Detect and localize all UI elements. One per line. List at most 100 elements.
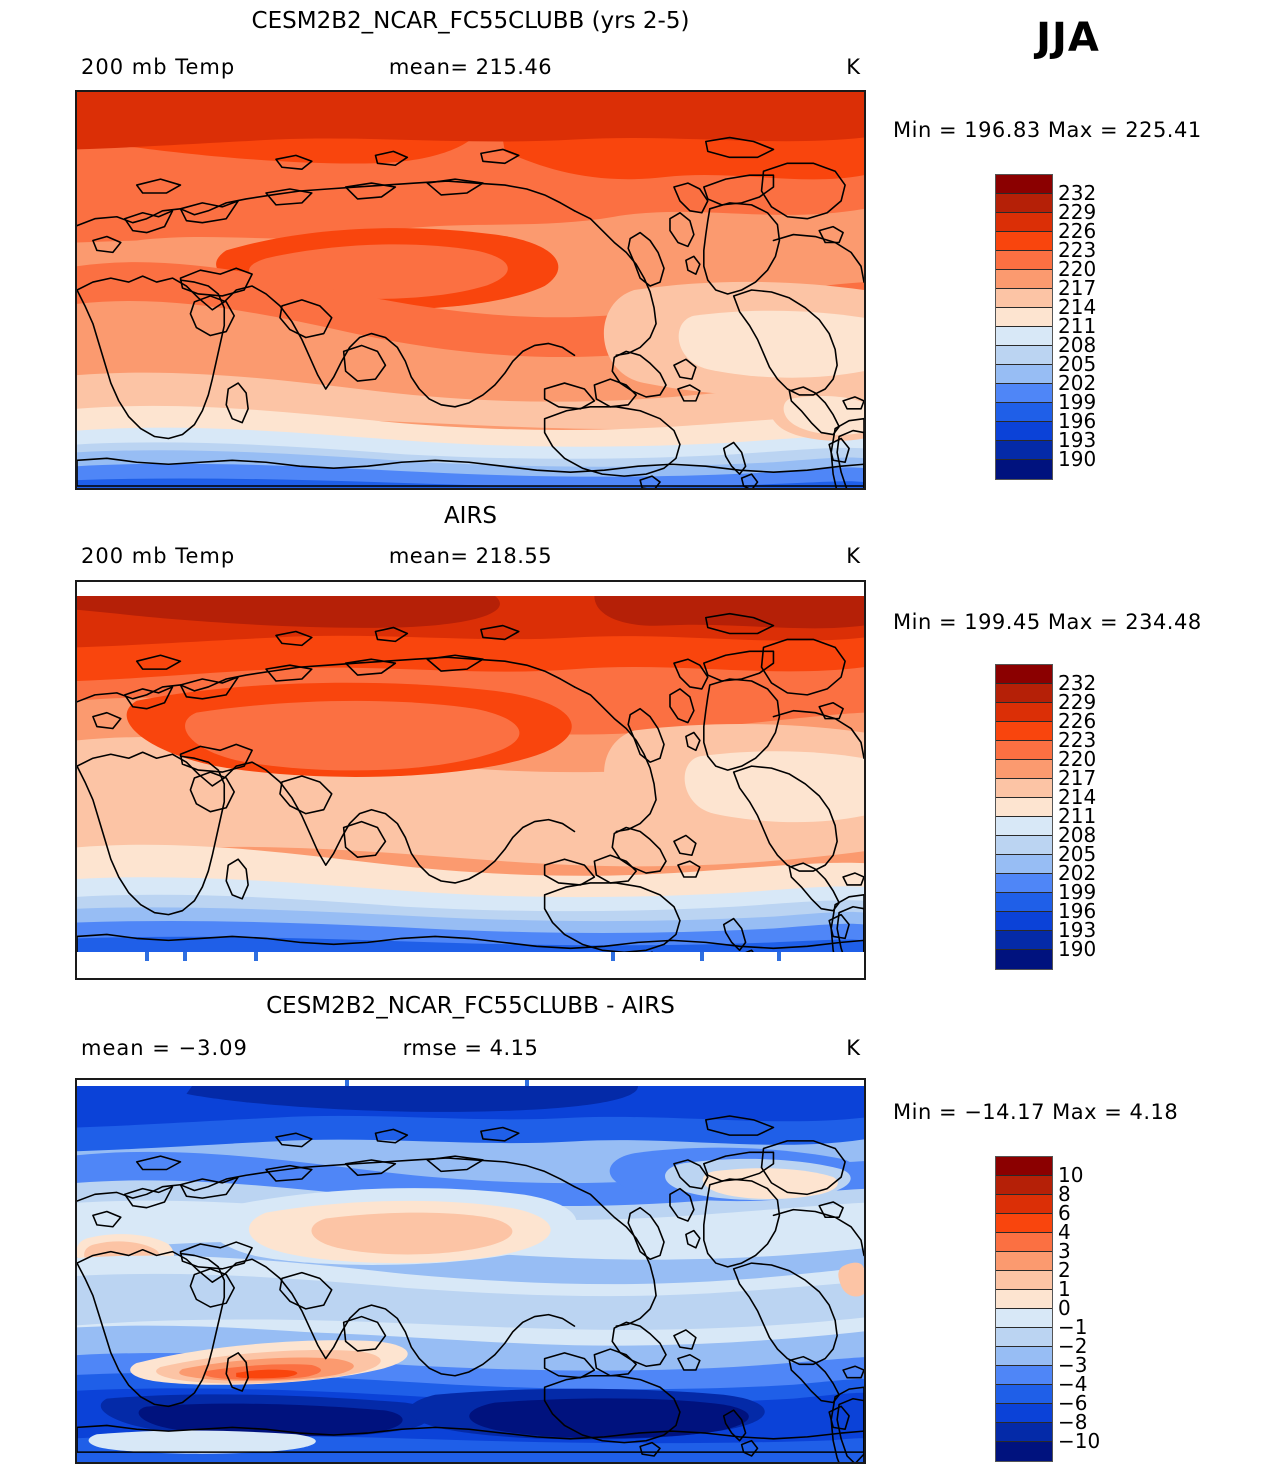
colorbar-cell: [996, 893, 1052, 912]
colorbar-cell: [996, 441, 1052, 460]
colorbar-obs-minmax: Min = 199.45 Max = 234.48: [893, 610, 1202, 634]
colorbar-tick-label: −10: [1058, 1429, 1101, 1453]
colorbar-tick-label: −4: [1058, 1372, 1088, 1396]
map-obs-canvas: [77, 582, 864, 978]
colorbar-cell: [996, 251, 1052, 270]
colorbar-cell: [996, 1442, 1052, 1461]
colorbar-cell: [996, 346, 1052, 365]
map-obs-bottom-strip: [77, 952, 864, 978]
colorbar-cell: [996, 779, 1052, 798]
map-difference-top-strip: [77, 1080, 864, 1086]
colorbar-cell: [996, 403, 1052, 422]
colorbar-tick-label: 202: [1058, 371, 1097, 395]
colorbar-cell: [996, 308, 1052, 327]
map-difference[interactable]: [75, 1078, 866, 1464]
panel-difference-mean: mean = −3.09: [81, 1036, 248, 1060]
panel-model-header: 200 mb Temp mean= 215.46 K: [75, 56, 866, 78]
colorbar-cell: [996, 931, 1052, 950]
colorbar-tick-label: 6: [1058, 1201, 1071, 1225]
colorbar-model[interactable]: [995, 174, 1053, 480]
colorbar-cell: [996, 855, 1052, 874]
colorbar-cell: [996, 1328, 1052, 1347]
colorbar-cell: [996, 1176, 1052, 1195]
colorbar-cell: [996, 1233, 1052, 1252]
panel-difference-units: K: [846, 1036, 860, 1060]
colorbar-tick-label: 211: [1058, 314, 1097, 338]
colorbar-cell: [996, 836, 1052, 855]
colorbar-cell: [996, 365, 1052, 384]
colorbar-cell: [996, 270, 1052, 289]
colorbar-cell: [996, 760, 1052, 779]
panel-obs-title: AIRS: [443, 503, 498, 529]
colorbar-tick-label: 208: [1058, 333, 1097, 357]
panel-model-units: K: [846, 55, 860, 79]
colorbar-cell: [996, 289, 1052, 308]
colorbar-difference[interactable]: [995, 1156, 1053, 1462]
colorbar-cell: [996, 1366, 1052, 1385]
map-difference-tickrow: [77, 1080, 864, 1086]
colorbar-cell: [996, 1157, 1052, 1176]
colorbar-tick-label: 193: [1058, 428, 1097, 452]
colorbar-tick-label: 217: [1058, 276, 1097, 300]
colorbar-tick-label: 226: [1058, 709, 1097, 733]
colorbar-tick-label: 223: [1058, 728, 1097, 752]
colorbar-tick-label: −6: [1058, 1391, 1088, 1415]
colorbar-tick-label: 232: [1058, 671, 1097, 695]
colorbar-tick-label: 223: [1058, 238, 1097, 262]
panel-model-mean: mean= 215.46: [388, 55, 553, 79]
colorbar-tick-label: 232: [1058, 181, 1097, 205]
map-model[interactable]: [75, 90, 866, 490]
colorbar-cell: [996, 817, 1052, 836]
colorbar-tick-label: 10: [1058, 1163, 1084, 1187]
colorbar-cell: [996, 384, 1052, 403]
colorbar-tick-label: 199: [1058, 390, 1097, 414]
colorbar-tick-label: 220: [1058, 257, 1097, 281]
colorbar-tick-label: −3: [1058, 1353, 1088, 1377]
colorbar-model-minmax: Min = 196.83 Max = 225.41: [893, 118, 1202, 142]
colorbar-cell: [996, 1404, 1052, 1423]
colorbar-tick-label: 217: [1058, 766, 1097, 790]
colorbar-cell: [996, 194, 1052, 213]
colorbar-cell: [996, 1290, 1052, 1309]
colorbar-cell: [996, 1347, 1052, 1366]
colorbar-cell: [996, 684, 1052, 703]
colorbar-tick-label: 205: [1058, 842, 1097, 866]
colorbar-cell: [996, 741, 1052, 760]
panel-model-title: CESM2B2_NCAR_FC55CLUBB (yrs 2-5): [251, 8, 690, 34]
map-obs-top-strip: [77, 582, 864, 596]
colorbar-tick-label: 1: [1058, 1277, 1071, 1301]
colorbar-tick-label: 196: [1058, 899, 1097, 923]
colorbar-cell: [996, 327, 1052, 346]
panel-obs-units: K: [846, 544, 860, 568]
colorbar-tick-label: 8: [1058, 1182, 1071, 1206]
colorbar-tick-label: 214: [1058, 785, 1097, 809]
colorbar-cell: [996, 665, 1052, 684]
colorbar-tick-label: 4: [1058, 1220, 1071, 1244]
panel-obs-mean: mean= 218.55: [388, 544, 553, 568]
panel-difference-header: mean = −3.09 rmse = 4.15 K: [75, 1037, 866, 1059]
map-obs[interactable]: [75, 580, 866, 980]
colorbar-cell: [996, 1195, 1052, 1214]
map-difference-canvas: [77, 1080, 864, 1462]
colorbar-cell: [996, 1214, 1052, 1233]
colorbar-cell: [996, 460, 1052, 479]
colorbar-tick-label: 202: [1058, 861, 1097, 885]
map-obs-tickrow: [77, 952, 864, 978]
panel-difference-rmse: rmse = 4.15: [402, 1036, 539, 1060]
colorbar-tick-label: 196: [1058, 409, 1097, 433]
season-label: JJA: [1036, 15, 1100, 61]
colorbar-cell: [996, 232, 1052, 251]
colorbar-tick-label: 193: [1058, 918, 1097, 942]
map-model-canvas: [77, 92, 864, 488]
panel-difference-title: CESM2B2_NCAR_FC55CLUBB - AIRS: [266, 993, 675, 1019]
colorbar-tick-label: 199: [1058, 880, 1097, 904]
colorbar-tick-label: 226: [1058, 219, 1097, 243]
colorbar-obs[interactable]: [995, 664, 1053, 970]
colorbar-cell: [996, 1271, 1052, 1290]
colorbar-cell: [996, 1252, 1052, 1271]
colorbar-cell: [996, 912, 1052, 931]
colorbar-cell: [996, 175, 1052, 194]
panel-model-variable: 200 mb Temp: [81, 55, 236, 79]
colorbar-difference-minmax: Min = −14.17 Max = 4.18: [893, 1100, 1179, 1124]
colorbar-cell: [996, 1423, 1052, 1442]
